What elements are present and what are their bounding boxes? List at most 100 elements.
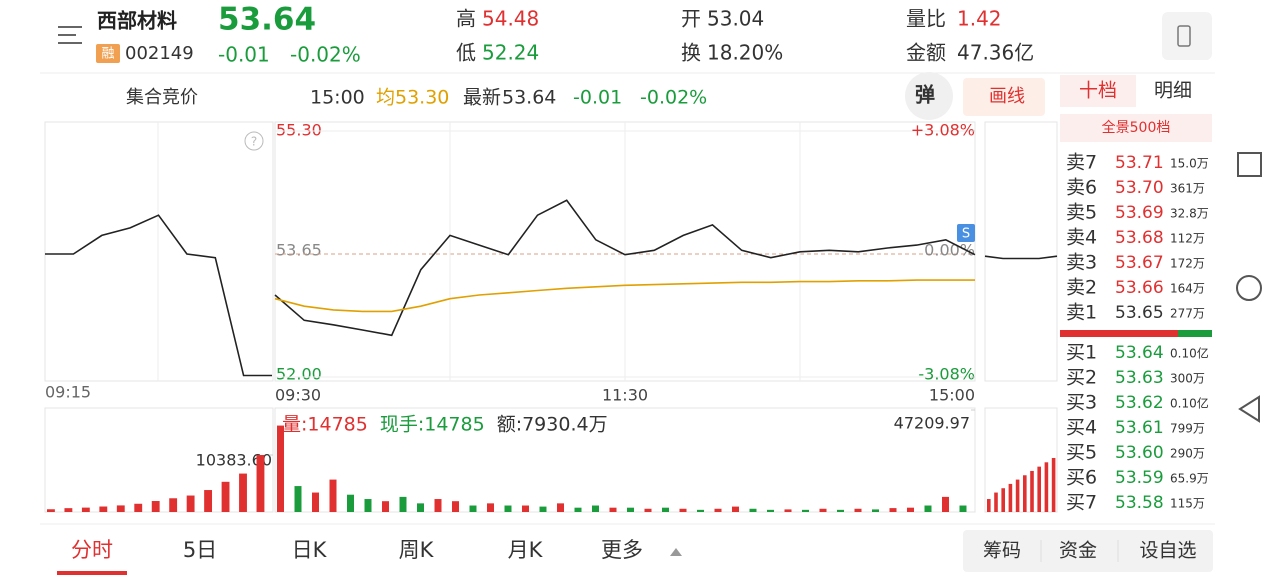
volume-readout: 量:14785 [282,414,368,436]
auction-volume-bar [204,490,213,512]
tab-underline [57,571,127,575]
book-price: 53.70 [1115,178,1164,198]
auction-volume-label: 10383.60 [196,451,272,470]
stat-label: 换 [681,41,701,65]
change: -0.01 [573,87,622,109]
tab[interactable]: 月K [508,538,544,562]
tab[interactable]: 5日 [183,538,217,562]
volume-bar [452,501,459,512]
avg-value: 53.30 [395,87,449,109]
book-price: 53.68 [1115,228,1164,248]
action-button[interactable]: 设自选 [1139,540,1196,562]
book-volume: 290万 [1170,447,1205,461]
book-label: 买4 [1066,417,1097,439]
auction-volume-bar [64,508,73,512]
y-tick-label: 55.30 [276,121,322,140]
volume-bar [539,506,547,512]
s-badge[interactable] [957,224,975,242]
action-button[interactable]: 资金 [1059,540,1097,562]
book-split-buy [1178,330,1212,337]
after-hours-line [984,255,1058,260]
book-volume: 799万 [1170,422,1205,436]
nav-recent[interactable] [1237,152,1262,177]
after-hours-volume-bar [1030,470,1034,512]
volume-bar [504,505,512,512]
volume-bar [522,505,529,512]
tab[interactable]: 更多 [601,538,643,562]
volume-bar [662,507,669,512]
volume-bar [942,496,949,512]
book-price: 53.67 [1115,253,1164,273]
help-glyph: ? [251,135,257,149]
x-tick-label: 15:00 [929,386,975,405]
menu-icon[interactable] [58,26,82,44]
device-button[interactable] [1162,12,1212,60]
book-price: 53.62 [1115,393,1164,413]
action-button[interactable]: 筹码 [983,540,1021,562]
volume-bar [487,503,494,512]
volume-bar [767,509,774,512]
avg-line [274,279,975,313]
side-tab[interactable]: 十档 [1079,80,1117,102]
tab[interactable]: 周K [399,538,435,562]
volume-bar [924,505,932,512]
after-hours-volume-bar [1023,475,1027,512]
nav-home[interactable] [1236,275,1262,301]
after-hours-volume-bar [1015,479,1020,512]
volume-bar [889,508,897,512]
volume-bar [872,509,879,512]
book-price: 53.65 [1115,303,1164,323]
stat-label: 量比 [906,7,946,31]
latest-value: 53.64 [502,87,556,109]
book-price: 53.60 [1115,443,1164,463]
volume-bar [364,499,372,512]
after-hours-volume-bar [994,492,998,512]
auction-volume-bar [81,507,90,512]
book-volume: 112万 [1170,232,1205,246]
book-volume: 0.10亿 [1170,346,1209,361]
book-label: 卖4 [1066,227,1097,249]
stat-label: 开 [681,7,701,31]
popup-label[interactable]: 弹 [915,83,935,107]
book-volume: 15.0万 [1170,157,1209,171]
tab[interactable]: 分时 [71,538,113,562]
after-hours-volume-bar [1044,462,1049,512]
book-label: 买3 [1066,392,1097,414]
book-label: 卖1 [1066,302,1097,324]
after-hours-volume-bar [1001,488,1005,512]
s-glyph: S [962,227,970,242]
volume-bar [749,508,757,512]
volume-bar [697,509,704,512]
auction-volume-bar [239,473,247,512]
change-pct: -0.02% [640,87,707,109]
nav-back[interactable] [1238,395,1260,423]
book-label: 买5 [1066,442,1097,464]
tab[interactable]: 日K [292,538,328,562]
x-tick-label: 09:15 [45,383,91,402]
volume-readout: 额:7930.4万 [497,414,608,436]
mode: 集合竞价 [126,87,198,108]
price-line [274,199,976,337]
book-label: 买2 [1066,367,1097,389]
popup-button[interactable] [905,72,953,120]
volume-bar [959,505,967,512]
help-icon[interactable] [244,131,264,151]
depth-link-bg [1060,114,1212,142]
draw-button[interactable] [963,78,1045,116]
book-volume: 172万 [1170,257,1205,271]
more-arrow[interactable] [670,548,682,556]
volume-bar [627,507,634,512]
button-bar [963,530,1213,572]
auction-volume-bar [169,498,178,512]
draw-label[interactable]: 画线 [989,86,1025,107]
volume-bar [399,496,407,512]
side-tab[interactable]: 明细 [1154,80,1192,102]
tab-active-bg [1060,75,1136,107]
volume-bar [732,506,739,512]
book-price: 53.69 [1115,203,1164,223]
auction-volume-bar [99,506,108,512]
stat-value: 1.42 [957,7,1002,31]
book-label: 买6 [1066,467,1097,489]
depth-link[interactable]: 全景500档 [1102,119,1171,136]
book-volume: 300万 [1170,372,1205,386]
